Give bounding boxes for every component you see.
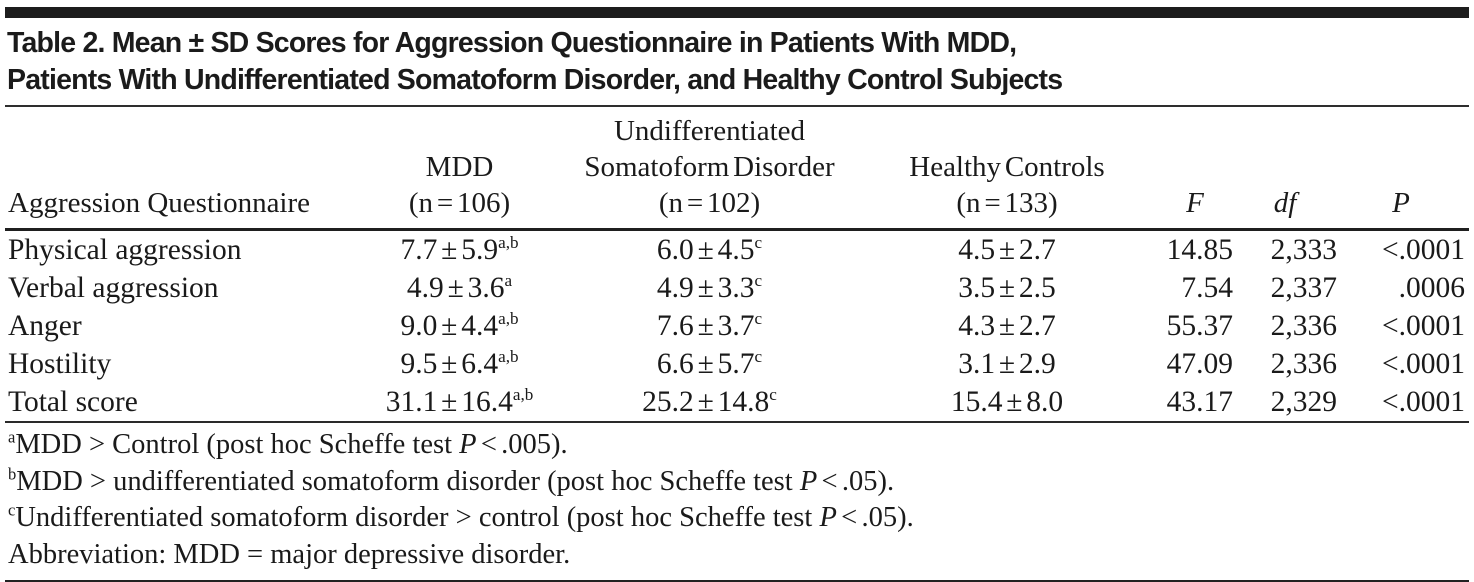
table-title: Table 2. Mean ± SD Scores for Aggression… (5, 18, 1469, 105)
row-label: Anger (8, 310, 82, 342)
row-label: Hostility (8, 348, 112, 380)
header-mdd-line-1: MDD (425, 151, 494, 183)
cell-usd: 25.2 ± 14.8c (642, 385, 777, 418)
cell-healthy: 15.4 ± 8.0 (950, 386, 1064, 418)
cell-mdd: 7.7 ± 5.9a,b (400, 233, 519, 266)
cell-df: 2,337 (1270, 272, 1337, 304)
footnote-marker: a,b (498, 309, 519, 329)
header-healthy-line-2: (n = 133) (956, 187, 1058, 219)
table-title-line-2: Patients With Undifferentiated Somatofor… (7, 64, 1063, 96)
cell-p: .0006 (1398, 272, 1465, 304)
header-usd-line-2: Somatoform Disorder (584, 151, 835, 183)
header-healthy-line-1: Healthy Controls (909, 151, 1105, 183)
footnote-marker: c (769, 385, 777, 405)
header-mdd-line-2: (n = 106) (408, 187, 511, 219)
row-label: Physical aggression (8, 234, 242, 266)
cell-mdd: 9.0 ± 4.4a,b (400, 309, 519, 342)
cell-usd: 6.6 ± 5.7c (656, 347, 763, 380)
cell-df: 2,329 (1270, 386, 1337, 418)
table-row: Total score 31.1 ± 16.4a,b 25.2 ± 14.8c … (5, 383, 1469, 421)
table-row: Verbal aggression 4.9 ± 3.6a 4.9 ± 3.3c … (5, 269, 1469, 307)
column-header-mdd: MDD (n = 106) (357, 149, 562, 221)
table-row: Anger 9.0 ± 4.4a,b 7.6 ± 3.7c 4.3 ± 2.7 … (5, 307, 1469, 345)
footnote-marker: a,b (498, 233, 519, 253)
table-bottom-rule (5, 580, 1469, 582)
header-usd-line-1: Undifferentiated (613, 115, 806, 147)
cell-mdd: 4.9 ± 3.6a (406, 271, 513, 304)
cell-p: <.0001 (1381, 386, 1465, 418)
footnote-abbreviation: Abbreviation: MDD = major depressive dis… (8, 538, 571, 570)
cell-mdd: 9.5 ± 6.4a,b (400, 347, 519, 380)
cell-healthy: 4.5 ± 2.7 (958, 234, 1056, 266)
cell-usd: 4.9 ± 3.3c (656, 271, 763, 304)
column-header-df: df (1273, 187, 1297, 219)
table-footnotes: aMDD > Control (post hoc Scheffe test P … (5, 423, 1469, 578)
cell-df: 2,333 (1270, 234, 1337, 266)
footnote-a: aMDD > Control (post hoc Scheffe test P … (8, 427, 568, 460)
body-divider-rule (5, 421, 1469, 423)
footnote-b: bMDD > undifferentiated somatoform disor… (8, 464, 895, 497)
cell-df: 2,336 (1270, 310, 1337, 342)
cell-f: 55.37 (1166, 310, 1233, 342)
footnote-marker: a (504, 271, 513, 291)
cell-f: 14.85 (1166, 234, 1233, 266)
table-top-bar (5, 7, 1469, 18)
cell-healthy: 3.5 ± 2.5 (958, 272, 1056, 304)
cell-f: 43.17 (1166, 386, 1233, 418)
footnote-c: cUndifferentiated somatoform disorder > … (8, 500, 914, 533)
footnote-marker: c (754, 309, 763, 329)
table-row: Physical aggression 7.7 ± 5.9a,b 6.0 ± 4… (5, 231, 1469, 269)
column-header-p-value: P (1392, 187, 1410, 219)
table-header-row: Aggression Questionnaire MDD (n = 106) U… (5, 107, 1469, 228)
column-header-f-statistic: F (1186, 187, 1204, 219)
column-header-aggression-questionnaire: Aggression Questionnaire (5, 185, 357, 221)
column-header-healthy-controls: Healthy Controls (n = 133) (857, 149, 1157, 221)
cell-usd: 7.6 ± 3.7c (656, 309, 763, 342)
row-label: Verbal aggression (8, 272, 219, 304)
column-header-undifferentiated-somatoform: Undifferentiated Somatoform Disorder (n … (562, 113, 857, 221)
cell-p: <.0001 (1381, 310, 1465, 342)
cell-healthy: 3.1 ± 2.9 (958, 348, 1056, 380)
cell-usd: 6.0 ± 4.5c (656, 233, 763, 266)
table-title-line-1: Table 2. Mean ± SD Scores for Aggression… (7, 27, 1017, 59)
header-divider-rule (5, 228, 1469, 231)
title-divider-rule (5, 105, 1469, 107)
table-body: Physical aggression 7.7 ± 5.9a,b 6.0 ± 4… (5, 231, 1469, 421)
cell-f: 47.09 (1166, 348, 1233, 380)
footnote-marker: a,b (512, 385, 534, 405)
cell-mdd: 31.1 ± 16.4a,b (385, 385, 534, 418)
row-label: Total score (8, 386, 138, 418)
footnote-marker: c (754, 233, 763, 253)
table-row: Hostility 9.5 ± 6.4a,b 6.6 ± 5.7c 3.1 ± … (5, 345, 1469, 383)
footnote-marker: a,b (498, 347, 519, 367)
cell-f: 7.54 (1181, 272, 1233, 304)
cell-p: <.0001 (1381, 348, 1465, 380)
header-usd-line-3: (n = 102) (658, 187, 761, 219)
footnote-marker: c (754, 347, 763, 367)
cell-p: <.0001 (1381, 234, 1465, 266)
footnote-marker: c (754, 271, 763, 291)
cell-healthy: 4.3 ± 2.7 (958, 310, 1056, 342)
cell-df: 2,336 (1270, 348, 1337, 380)
header-row-label: Aggression Questionnaire (8, 187, 311, 219)
